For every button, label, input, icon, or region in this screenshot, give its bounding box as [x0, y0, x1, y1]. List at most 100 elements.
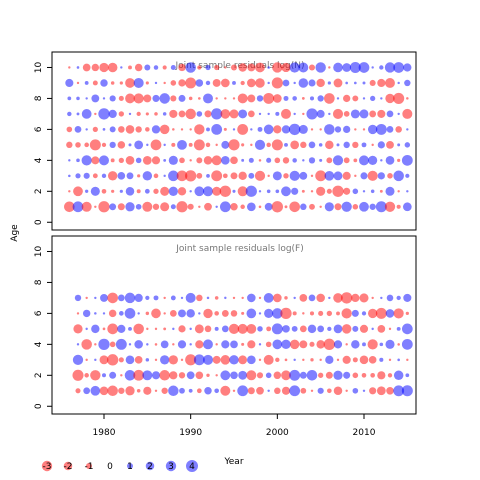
bubble-bottom-2001-age-4 [281, 339, 291, 350]
bubble-top-1996-age-8 [237, 93, 248, 104]
bubble-top-1992-age-6 [206, 127, 210, 132]
bubble-bottom-2012-age-4 [379, 342, 384, 347]
bubble-top-1996-age-9 [240, 80, 245, 86]
bubble-top-2013-age-4 [385, 156, 395, 165]
bubble-bottom-2003-age-7 [299, 294, 308, 302]
bubble-top-1990-age-6 [189, 128, 192, 131]
bubble-bottom-2008-age-7 [340, 292, 353, 304]
bubble-top-2011-age-5 [371, 143, 374, 147]
bubble-top-2001-age-7 [281, 108, 291, 119]
bubble-top-2003-age-1 [300, 203, 307, 211]
bubble-top-2012-age-3 [377, 172, 385, 180]
bubble-bottom-1995-age-1 [232, 389, 236, 392]
bubble-bottom-1996-age-5 [237, 323, 248, 334]
bubble-top-1992-age-7 [204, 110, 212, 118]
bubble-top-1976-age-9 [65, 78, 74, 88]
bubble-top-2010-age-7 [359, 109, 369, 119]
legend-label-pos3: 3 [168, 462, 174, 472]
bubble-bottom-2012-age-1 [376, 386, 386, 396]
bubble-top-2003-age-8 [301, 97, 305, 100]
bubble-top-2008-age-10 [342, 63, 352, 72]
bubble-top-1982-age-9 [119, 81, 123, 85]
bubble-top-1979-age-7 [94, 112, 97, 116]
bubble-top-2003-age-5 [300, 141, 307, 149]
bubble-bottom-1980-age-2 [102, 373, 106, 378]
bubble-bottom-1988-age-4 [172, 343, 175, 346]
bubble-bottom-1991-age-6 [198, 312, 201, 315]
bubble-top-1995-age-6 [232, 128, 236, 131]
bubble-bottom-1998-age-2 [256, 372, 264, 379]
bubble-top-2006-age-4 [326, 157, 333, 164]
bubble-top-1999-age-6 [263, 124, 274, 135]
bubble-top-1981-age-3 [107, 171, 118, 181]
bubble-bottom-1979-age-4 [94, 343, 97, 346]
bubble-top-1987-age-9 [163, 81, 166, 85]
bubble-bottom-1977-age-3 [72, 354, 84, 365]
bubble-top-1997-age-7 [247, 110, 255, 118]
panel-log-f: Joint sample residuals log(F) 0 2 4 6 8 10 [34, 235, 417, 415]
bubble-top-2005-age-2 [316, 186, 326, 196]
bubble-bottom-2011-age-1 [369, 387, 377, 395]
bubble-top-1985-age-9 [145, 81, 149, 85]
bubble-top-1991-age-3 [196, 172, 203, 179]
bubble-top-1993-age-7 [211, 108, 223, 120]
bubble-bottom-2001-age-3 [284, 358, 288, 362]
bubble-bottom-1984-age-2 [133, 369, 145, 381]
bubble-top-2014-age-10 [393, 62, 405, 73]
plot-frame-bottom [51, 235, 417, 415]
bubble-top-1993-age-5 [215, 143, 218, 147]
bubble-top-1999-age-8 [263, 92, 275, 104]
legend-bubble-neg1 [86, 463, 92, 469]
bubble-bottom-2008-age-3 [342, 355, 351, 364]
bubble-top-1994-age-6 [223, 127, 227, 131]
legend-label-pos2: 2 [147, 462, 153, 472]
bubble-bottom-1996-age-6 [241, 311, 245, 315]
bubble-top-1991-age-1 [198, 205, 201, 208]
bubble-bottom-1991-age-2 [195, 371, 204, 380]
bubble-bottom-1978-age-2 [84, 373, 89, 378]
bubble-top-2013-age-9 [385, 78, 395, 88]
bubble-bottom-1991-age-5 [194, 324, 204, 334]
bubble-top-1978-age-7 [81, 109, 92, 119]
bubble-top-1990-age-1 [187, 203, 194, 210]
bubble-top-1993-age-9 [212, 78, 221, 87]
bubble-bottom-1998-age-7 [258, 296, 262, 300]
bubble-top-1977-age-8 [76, 96, 80, 101]
bubble-top-2000-age-9 [271, 77, 283, 89]
bubble-top-2011-age-6 [367, 124, 378, 135]
bubble-top-2011-age-1 [369, 203, 376, 210]
bubble-top-1981-age-1 [109, 203, 117, 211]
bubble-top-2004-age-4 [308, 157, 316, 164]
bubble-top-1989-age-7 [178, 110, 186, 118]
bubble-bottom-1980-age-1 [99, 386, 109, 396]
bubble-bottom-2010-age-6 [361, 311, 367, 316]
bubble-top-1976-age-7 [67, 111, 72, 117]
y-axis-title: Age [10, 224, 20, 242]
bubble-top-1981-age-8 [109, 95, 116, 102]
bubble-top-1991-age-5 [193, 139, 205, 151]
bubble-top-1979-age-9 [92, 80, 98, 86]
bubble-top-2002-age-2 [291, 187, 299, 195]
bubble-top-2011-age-4 [368, 155, 378, 165]
bubble-bottom-1989-age-4 [177, 340, 187, 349]
bubble-bottom-1979-age-7 [94, 296, 97, 300]
bubble-top-1997-age-9 [247, 78, 256, 88]
bubble-bottom-1989-age-2 [178, 372, 186, 379]
bubble-top-2012-age-9 [377, 78, 386, 88]
bubble-bottom-1978-age-7 [85, 296, 88, 300]
bubble-top-2011-age-8 [370, 95, 376, 102]
bubble-bottom-1978-age-1 [83, 387, 91, 395]
bubble-bottom-2014-age-2 [393, 370, 404, 381]
bubble-top-1982-age-7 [118, 111, 124, 117]
bubble-bottom-2000-age-5 [271, 323, 283, 335]
bubble-top-2010-age-4 [359, 155, 369, 166]
bubble-bottom-1985-age-6 [145, 311, 150, 316]
bubble-bottom-2006-age-7 [328, 296, 331, 300]
bubble-top-1987-age-6 [159, 124, 170, 135]
bubble-top-1990-age-2 [189, 190, 192, 193]
bubble-bottom-1990-age-7 [185, 292, 196, 303]
bubble-top-2007-age-10 [333, 62, 343, 73]
bubble-bottom-1991-age-4 [195, 340, 204, 349]
bubble-top-2008-age-9 [345, 81, 348, 85]
bubble-top-2000-age-5 [271, 139, 283, 151]
